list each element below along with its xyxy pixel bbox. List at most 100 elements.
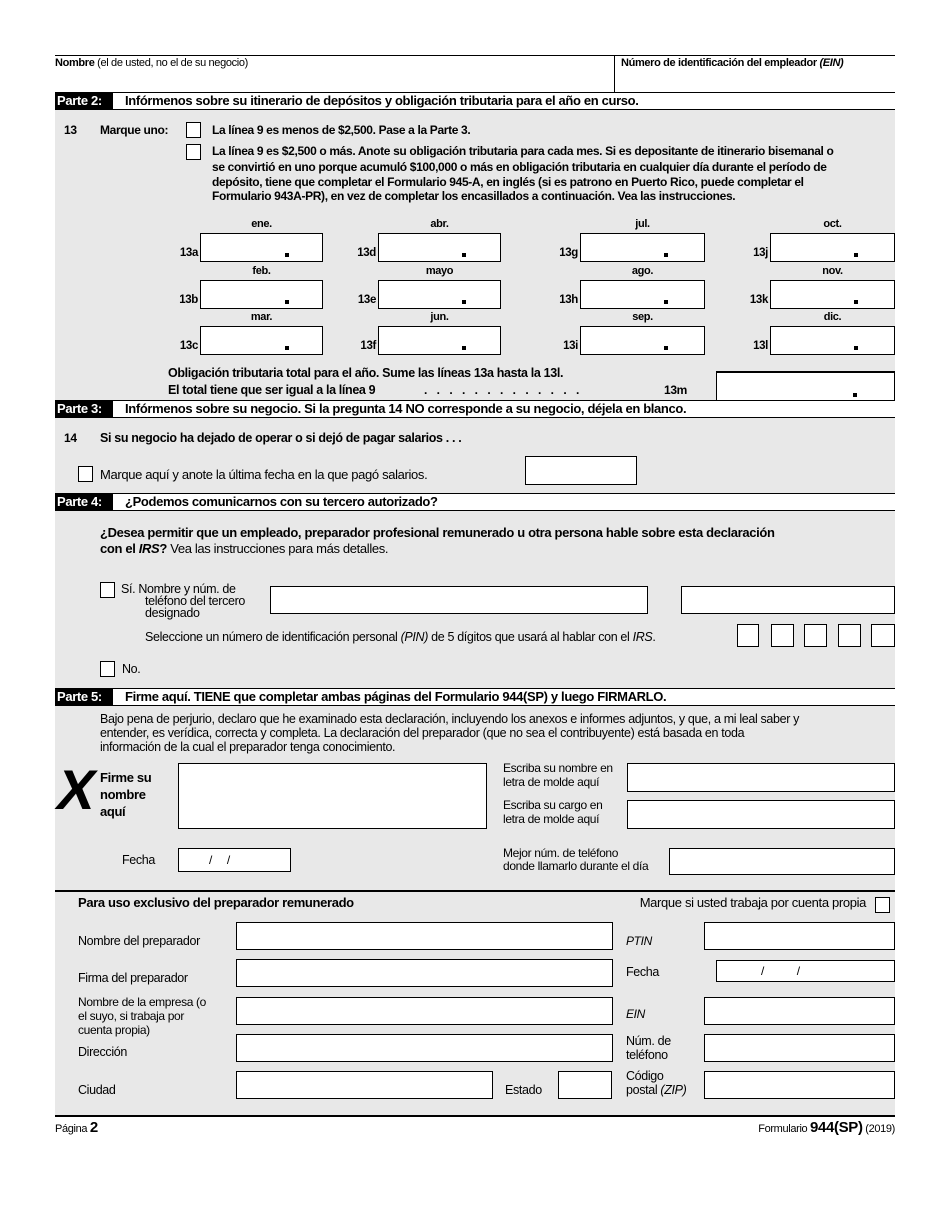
line-label: 13b [179, 294, 198, 306]
pin-digit-input[interactable] [871, 624, 895, 647]
state-label: Estado [505, 1083, 542, 1097]
decimal-point [285, 346, 289, 350]
month-input-13e[interactable] [378, 280, 501, 309]
month-input-13l[interactable] [770, 326, 895, 355]
sign-date-input[interactable]: / / [178, 848, 291, 872]
firm-name-label: el suyo, si trabaja por [78, 1009, 185, 1023]
preparer-phone-label: teléfono [626, 1048, 668, 1062]
decimal-point [664, 253, 668, 257]
preparer-signature-label: Firma del preparador [78, 971, 188, 985]
preparer-date-input[interactable]: / / [716, 960, 895, 982]
month-input-13j[interactable] [770, 233, 895, 262]
print-name-label: letra de molde aquí [503, 775, 600, 789]
part-tag: Parte 5: [55, 689, 113, 705]
part2-header: Parte 2: Infórmenos sobre su itinerario d… [55, 92, 895, 110]
city-input[interactable] [236, 1071, 493, 1099]
part4-header: Parte 4: ¿Podemos comunicarnos con su ter… [55, 493, 895, 511]
question-14: Si su negocio ha dejado de operar o si d… [100, 431, 462, 445]
month-input-13b[interactable] [200, 280, 323, 309]
pin-digit-input[interactable] [804, 624, 827, 647]
preparer-name-input[interactable] [236, 922, 613, 950]
decimal-point [854, 346, 858, 350]
designee-name-input[interactable] [270, 586, 648, 614]
line-label: 13c [179, 340, 198, 352]
decimal-point [462, 300, 466, 304]
month-input-13g[interactable] [580, 233, 705, 262]
month-input-13c[interactable] [200, 326, 323, 355]
decimal-point [664, 346, 668, 350]
part-title: ¿Podemos comunicarnos con su tercero aut… [125, 494, 438, 509]
line-label: 13i [563, 340, 578, 352]
line-number: 13 [64, 123, 77, 137]
option2-text: depósito, tiene que completar el Formula… [212, 175, 804, 189]
decimal-point [853, 393, 857, 397]
decimal-point [285, 253, 289, 257]
print-name-label: Escriba su nombre en [503, 761, 613, 775]
daytime-phone-input[interactable] [669, 848, 895, 875]
bottom-rule [55, 1115, 895, 1117]
last-wage-date-input[interactable] [525, 456, 637, 485]
line-label: 13k [749, 294, 768, 306]
total-input-13m[interactable] [716, 371, 895, 401]
yes-label: Sí. Nombre y núm. de [121, 582, 236, 596]
signature-input[interactable] [178, 763, 487, 829]
part3-section [55, 418, 895, 494]
firm-name-input[interactable] [236, 997, 613, 1025]
month-input-13f[interactable] [378, 326, 501, 355]
month-label: feb. [252, 265, 271, 277]
total-label: Obligación tributaria total para el año.… [168, 366, 564, 380]
preparer-phone-label: Núm. de [626, 1034, 671, 1048]
no-label: No. [122, 662, 141, 676]
designee-phone-input[interactable] [681, 586, 895, 614]
option2-checkbox[interactable] [186, 144, 201, 160]
zip-input[interactable] [704, 1071, 895, 1099]
pin-digit-input[interactable] [771, 624, 794, 647]
line-label: 13e [357, 294, 376, 306]
decimal-point [462, 253, 466, 257]
part-tag: Parte 4: [55, 494, 113, 510]
preparer-phone-input[interactable] [704, 1034, 895, 1062]
perjury-statement: entender, es verídica, correcta y comple… [100, 726, 745, 740]
preparer-ein-label: EIN [626, 1007, 645, 1021]
ptin-input[interactable] [704, 922, 895, 950]
decimal-point [462, 346, 466, 350]
preparer-signature-input[interactable] [236, 959, 613, 987]
month-input-13h[interactable] [580, 280, 705, 309]
option1-checkbox[interactable] [186, 122, 201, 138]
option2-text: La línea 9 es $2,500 o más. Anote su obl… [212, 144, 834, 158]
print-title-label: Escriba su cargo en [503, 798, 603, 812]
pin-digit-input[interactable] [838, 624, 861, 647]
address-input[interactable] [236, 1034, 613, 1062]
state-input[interactable] [558, 1071, 612, 1099]
date-label: Fecha [122, 853, 155, 867]
month-label: sep. [632, 311, 653, 323]
pin-digit-input[interactable] [737, 624, 759, 647]
yes-checkbox[interactable] [100, 582, 115, 598]
page-number: Página 2 [55, 1119, 98, 1136]
print-title-input[interactable] [627, 800, 895, 829]
part5-header: Parte 5: Firme aquí. TIENE que completar … [55, 688, 895, 706]
print-name-input[interactable] [627, 763, 895, 792]
month-label: ene. [251, 218, 272, 230]
month-input-13k[interactable] [770, 280, 895, 309]
line-label: 13f [360, 340, 376, 352]
perjury-statement: información de la cual el preparador ten… [100, 740, 396, 754]
month-input-13d[interactable] [378, 233, 501, 262]
preparer-ein-input[interactable] [704, 997, 895, 1025]
self-employed-checkbox[interactable] [875, 897, 890, 913]
perjury-statement: Bajo pena de perjurio, declaro que he ex… [100, 712, 800, 726]
address-label: Dirección [78, 1045, 127, 1059]
option2-text: se convirtió en uno porque acumuló $100,… [212, 160, 827, 174]
third-party-question: ¿Desea permitir que un empleado, prepara… [100, 525, 775, 540]
sign-label: aquí [100, 804, 126, 819]
divider [614, 55, 615, 93]
month-input-13a[interactable] [200, 233, 323, 262]
section-rule [55, 890, 895, 892]
top-rule [55, 55, 895, 56]
closed-business-checkbox[interactable] [78, 466, 93, 482]
third-party-question: con el IRS? Vea las instrucciones para m… [100, 541, 389, 556]
no-checkbox[interactable] [100, 661, 115, 677]
month-label: mar. [250, 311, 273, 323]
month-input-13i[interactable] [580, 326, 705, 355]
form-id: Formulario 944(SP) (2019) [758, 1119, 895, 1136]
